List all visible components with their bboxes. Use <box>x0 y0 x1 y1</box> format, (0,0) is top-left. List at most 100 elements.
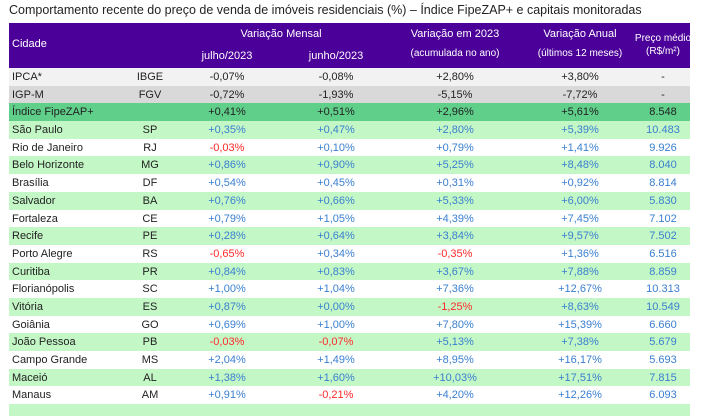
value-junho: +0,83% <box>317 265 355 278</box>
value-ano: +4,20% <box>436 389 474 402</box>
table-row: Rio de Janeiro RJ -0,03% +0,10% +0,79% +1,41%… <box>9 138 690 157</box>
value-julho: +0,28% <box>208 230 246 243</box>
value-julho: +0,41% <box>208 106 246 119</box>
city-name: São Paulo <box>12 124 63 137</box>
city-name: João Pessoa <box>12 336 76 349</box>
table-row: Fortaleza CE +0,79% +1,05% +4,39% +7,45% 7.102 <box>9 209 690 228</box>
value-anual: +6,00% <box>561 194 599 207</box>
table-row: Salvador BA +0,76% +0,66% +5,33% +6,00% 5.830 <box>9 191 690 210</box>
value-preco: 6.516 <box>649 247 677 260</box>
value-julho: +0,84% <box>208 265 246 278</box>
value-junho: +0,47% <box>317 124 355 137</box>
value-ano: +3,84% <box>436 230 474 243</box>
table-row: Campo Grande MS +2,04% +1,49% +8,95% +16,17% 5… <box>9 351 690 369</box>
value-preco: 5.830 <box>649 194 677 207</box>
value-preco: 8.548 <box>649 106 677 119</box>
value-junho: +1,04% <box>317 283 355 296</box>
table-row: Goiânia GO +0,69% +1,00% +7,80% +15,39% 6.660 <box>9 315 690 334</box>
state-code: DF <box>142 177 158 190</box>
table-row: Maceió AL +1,38% +1,60% +10,03% +17,51% 7.815 <box>9 368 690 387</box>
city-name: Porto Alegre <box>12 247 73 260</box>
value-anual: +9,57% <box>561 230 599 243</box>
value-junho: -0,07% <box>318 336 354 349</box>
value-ano: +2,96% <box>436 106 474 119</box>
header-variacao-mensal: Variação Mensal <box>240 28 322 40</box>
state-code: GO <box>141 318 159 331</box>
header-preco-sub: (R$/m²) <box>646 46 680 57</box>
state-code: AL <box>143 371 157 384</box>
value-anual: +15,39% <box>558 318 602 331</box>
value-junho: +1,00% <box>317 318 355 331</box>
value-julho: -0,65% <box>209 247 245 260</box>
table-row: Vitória ES +0,87% +0,00% -1,25% +8,63% 10.549 <box>9 297 690 316</box>
city-name: Curitiba <box>12 265 50 278</box>
city-name: Salvador <box>12 194 56 207</box>
value-anual: +0,92% <box>561 177 599 190</box>
table-row: Belo Horizonte MG +0,86% +0,90% +5,25% +8,48%… <box>9 156 690 175</box>
price-table: Cidade Variação Mensal julho/2023 junho/… <box>9 23 691 416</box>
city-name: Vitória <box>12 300 43 313</box>
city-name: Campo Grande <box>12 354 88 366</box>
value-ano: -5,15% <box>437 88 473 101</box>
state-code: SP <box>142 124 158 137</box>
value-preco: 10.549 <box>646 300 680 313</box>
value-anual: +3,80% <box>561 71 599 83</box>
value-junho: +0,45% <box>317 177 355 190</box>
value-julho: +1,38% <box>208 371 246 384</box>
value-julho: +0,87% <box>208 300 246 313</box>
value-anual: +7,88% <box>561 265 599 278</box>
value-ano: +0,79% <box>436 141 474 154</box>
value-anual: +8,63% <box>561 300 599 313</box>
value-julho: +0,86% <box>208 159 246 172</box>
value-preco: 7.102 <box>649 212 677 225</box>
state-code: IBGE <box>136 71 164 83</box>
city-name: Manaus <box>12 389 52 402</box>
value-julho: +2,04% <box>208 354 246 366</box>
table-title: Comportamento recente do preço de venda … <box>9 3 642 17</box>
value-anual: +5,61% <box>561 106 599 119</box>
state-code: RJ <box>143 141 157 154</box>
value-julho: +0,91% <box>208 389 246 402</box>
value-julho: -0,03% <box>209 141 245 154</box>
value-preco: - <box>661 71 665 83</box>
value-junho: -1,93% <box>318 88 354 101</box>
state-code: MS <box>141 354 159 366</box>
value-anual: +7,45% <box>561 212 599 225</box>
value-julho: +0,76% <box>208 194 246 207</box>
value-ano: +2,80% <box>436 124 474 137</box>
table-body: IPCA* IBGE -0,07% -0,08% +2,80% +3,80% - IGP-M F… <box>9 68 690 405</box>
value-anual: +12,67% <box>558 283 602 296</box>
value-preco: 8.814 <box>649 177 677 190</box>
value-anual: -7,72% <box>562 88 598 101</box>
city-name: Florianópolis <box>12 283 75 296</box>
value-anual: +1,41% <box>561 141 599 154</box>
value-junho: +1,60% <box>317 371 355 384</box>
value-anual: +1,36% <box>561 247 599 260</box>
value-preco: 10.313 <box>646 283 680 296</box>
value-anual: +12,26% <box>558 389 602 402</box>
value-julho: +0,69% <box>208 318 246 331</box>
state-code: PB <box>142 336 158 349</box>
state-code: MG <box>141 159 159 172</box>
table-header: Cidade Variação Mensal julho/2023 junho/… <box>9 23 691 68</box>
city-name: Índice FipeZAP+ <box>12 106 94 119</box>
value-junho: +0,51% <box>317 106 355 119</box>
value-preco: 10.483 <box>646 124 680 137</box>
value-ano: +5,33% <box>436 194 474 207</box>
table-row: Florianópolis SC +1,00% +1,04% +7,36% +12,67%… <box>9 280 690 298</box>
value-ano: +10,03% <box>433 371 477 384</box>
value-junho: +0,90% <box>317 159 355 172</box>
city-name: Maceió <box>12 371 48 384</box>
value-julho: -0,03% <box>209 336 245 349</box>
state-code: ES <box>142 300 158 313</box>
value-ano: +0,31% <box>436 177 474 190</box>
value-ano: -1,25% <box>437 300 473 313</box>
value-ano: +3,67% <box>436 265 474 278</box>
city-name: IGP-M <box>12 88 44 101</box>
value-julho: +1,00% <box>208 283 246 296</box>
value-anual: +8,48% <box>561 159 599 172</box>
table-row: IPCA* IBGE -0,07% -0,08% +2,80% +3,80% - <box>9 68 690 86</box>
table-row: Porto Alegre RS -0,65% +0,34% -0,35% +1,36% 6.… <box>9 244 690 263</box>
value-ano: +4,39% <box>436 212 474 225</box>
value-julho: +0,54% <box>208 177 246 190</box>
